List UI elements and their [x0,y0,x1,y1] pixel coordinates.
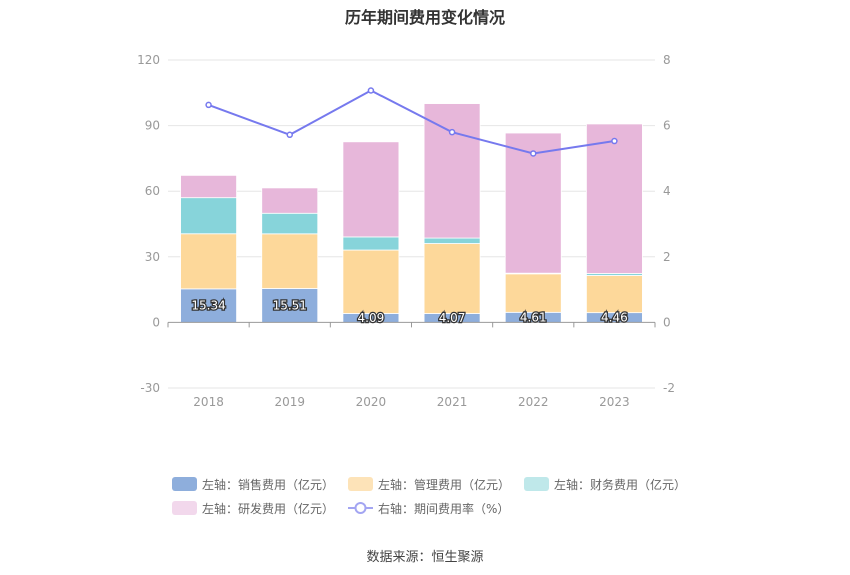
legend-item-admin[interactable]: 左轴：管理费用（亿元） [348,476,510,493]
legend-label-rnd: 左轴：研发费用（亿元） [202,501,335,516]
x-axis [167,321,656,328]
bar-segment [586,275,643,314]
bar-segment [180,174,237,199]
rate-point [448,128,456,136]
data-label: 4.07 [439,311,466,325]
bar-segment [180,233,237,290]
bar-segment [504,273,562,313]
bar-segment [423,103,481,239]
x-tick-label: 2021 [437,395,468,409]
rate-line [205,87,618,157]
left-tick-label: 60 [145,184,160,198]
data-label: 15.51 [273,298,307,312]
bar-segment [261,288,319,323]
left-tick-label: 30 [145,250,160,264]
chart-title: 历年期间费用变化情况 [344,8,505,27]
bar-segment [261,212,319,235]
legend-item-finance[interactable]: 左轴：财务费用（亿元） [524,476,686,493]
left-tick-label: 90 [145,119,160,133]
right-tick-label: 4 [663,184,671,198]
x-tick-label: 2019 [274,395,305,409]
legend-label-finance: 左轴：财务费用（亿元） [554,477,687,492]
left-tick-label: 0 [152,315,160,329]
right-tick-label: 6 [663,119,671,133]
bar-segment [423,243,481,314]
right-tick-label: -2 [663,381,675,395]
bar-segment [586,123,643,274]
right-tick-label: 0 [663,315,671,329]
bar-segment [261,233,319,289]
bars [180,103,643,323]
legend-item-rate[interactable]: 右轴：期间费用率（%） [348,500,509,517]
legend-item-rnd[interactable]: 左轴：研发费用（亿元） [172,500,334,517]
bar-segment [342,249,400,314]
legend-label-admin: 左轴：管理费用（亿元） [378,477,511,492]
data-labels: 15.34 15.51 4.09 4.07 4.61 4.46 [190,297,629,326]
bar-segment [180,197,237,235]
x-axis-ticks: 2018 2019 2020 2021 2022 2023 [193,395,629,409]
left-axis-ticks: -30 0 30 60 90 120 [137,53,160,395]
bar-segment [342,236,400,251]
legend-label-rate: 右轴：期间费用率（%） [378,501,510,516]
bar-segment [261,187,319,214]
x-tick-label: 2023 [599,395,630,409]
grid-lines [168,59,655,389]
right-tick-label: 8 [663,53,671,67]
admin-swatch [348,477,374,491]
legend-item-sales[interactable]: 左轴：销售费用（亿元） [172,476,334,493]
legend-label-sales: 左轴：销售费用（亿元） [202,477,335,492]
rnd-swatch [172,501,197,515]
data-label: 4.09 [358,311,385,325]
sales-swatch [172,477,197,491]
left-tick-label: 120 [137,53,160,67]
right-tick-label: 2 [663,250,671,264]
data-label: 4.61 [520,310,547,324]
legend: 左轴：销售费用（亿元） 左轴：管理费用（亿元） 左轴：财务费用（亿元） 左轴：研… [172,472,692,520]
data-label: 4.46 [601,311,628,325]
bar-segment [342,141,400,238]
data-source: 数据来源：恒生聚源 [366,550,484,565]
data-label: 15.34 [191,299,225,313]
rate-line-path [208,89,615,155]
finance-swatch [524,477,550,491]
x-tick-label: 2022 [518,395,549,409]
bar-segment [423,237,481,244]
rate-point [205,101,212,109]
rate-point [286,131,293,139]
right-axis-ticks: -2 0 2 4 6 8 [663,53,675,395]
rate-line-swatch [348,502,374,514]
x-tick-label: 2020 [356,395,387,409]
rate-point [367,87,375,94]
rate-point [611,137,618,145]
x-tick-label: 2018 [193,395,224,409]
left-tick-label: -30 [140,381,160,395]
rate-point [530,150,537,157]
